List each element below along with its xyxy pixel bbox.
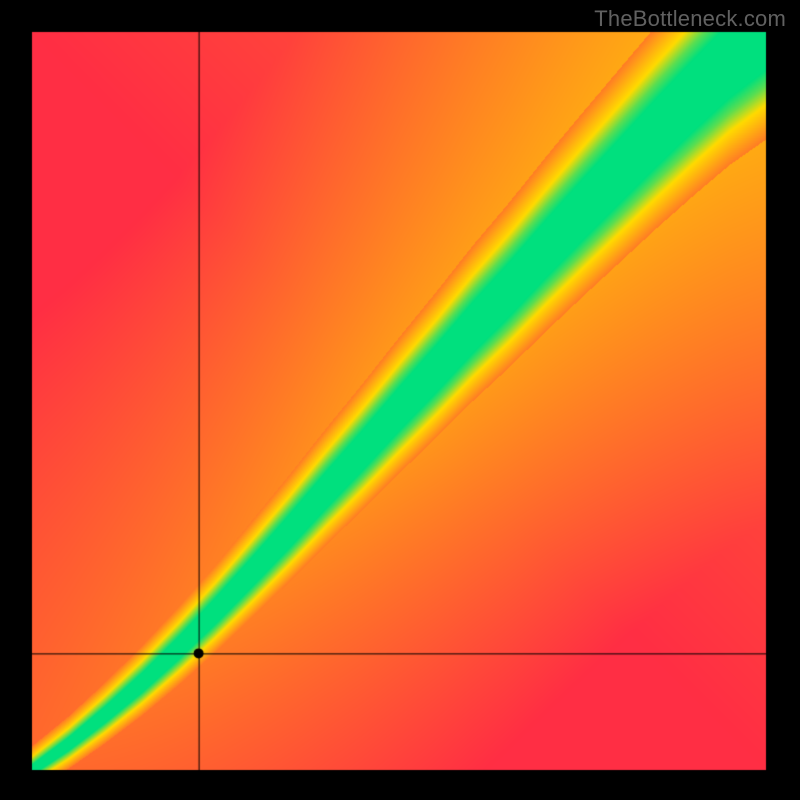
chart-container: TheBottleneck.com	[0, 0, 800, 800]
heatmap-canvas	[0, 0, 800, 800]
watermark-text: TheBottleneck.com	[594, 6, 786, 32]
